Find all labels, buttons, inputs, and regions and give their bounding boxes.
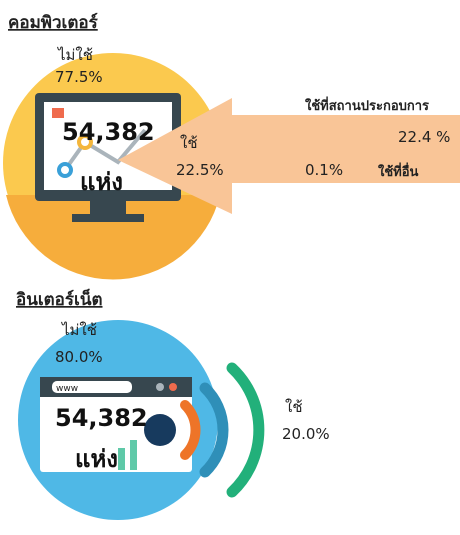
label: ใช้ xyxy=(180,134,198,152)
value: 80.0% xyxy=(55,348,103,366)
value: 20.0% xyxy=(282,425,330,443)
value: 22.5% xyxy=(176,161,224,179)
btn xyxy=(169,383,177,391)
unit: แห่ง xyxy=(80,168,123,196)
value: 77.5% xyxy=(55,68,103,86)
wifi-dot xyxy=(144,414,176,446)
value: 0.1% xyxy=(305,161,343,179)
bar-icon xyxy=(130,440,137,470)
label: ใช้ xyxy=(285,398,303,416)
infographic: คอมพิวเตอร์ ไม่ใช้ 77.5% 54,382 แห่ง ใช้… xyxy=(0,0,460,535)
label: ไม่ใช้ xyxy=(61,321,97,339)
dot xyxy=(59,164,71,176)
unit: แห่ง xyxy=(75,445,118,473)
section-title: อินเตอร์เน็ต xyxy=(16,287,103,310)
url: www xyxy=(56,384,78,394)
bar-icon xyxy=(118,448,125,470)
label: ใช้ที่สถานประกอบการ xyxy=(305,96,429,114)
count: 54,382 xyxy=(55,404,148,432)
stand-base xyxy=(72,214,144,222)
count: 54,382 xyxy=(62,118,155,146)
wifi-arc xyxy=(232,368,259,492)
stand xyxy=(90,201,126,216)
label: ใช้ที่อื่น xyxy=(378,162,419,180)
section-title: คอมพิวเตอร์ xyxy=(8,12,99,33)
btn xyxy=(156,383,164,391)
icon xyxy=(52,108,64,118)
value: 22.4 % xyxy=(398,128,450,146)
label: ไม่ใช้ xyxy=(57,46,93,64)
